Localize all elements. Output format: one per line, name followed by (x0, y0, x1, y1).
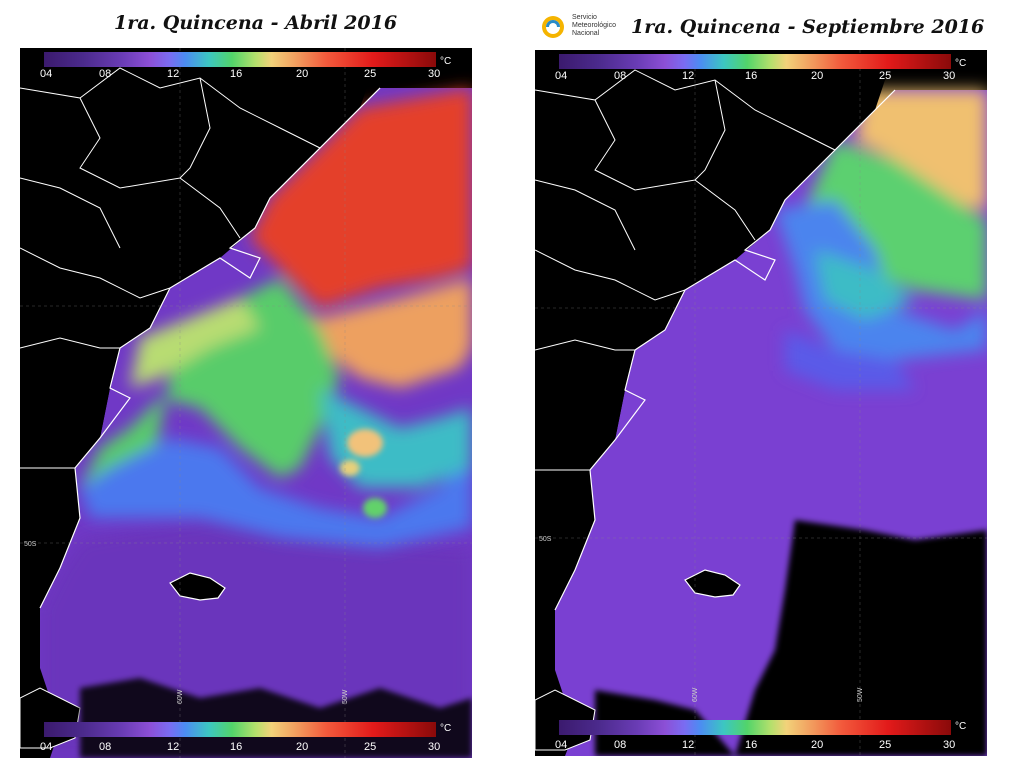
colorbar-top (559, 54, 951, 69)
tick-04: 04 (555, 70, 568, 82)
tick-25: 25 (364, 68, 377, 80)
colorbar-unit: °C (440, 723, 452, 734)
tick-16: 16 (745, 739, 758, 751)
tick-20: 20 (296, 68, 309, 80)
border-lines (535, 69, 836, 471)
tick-12: 12 (167, 741, 180, 753)
sst-map-april: 50S 60W 50W °C 04 08 12 16 20 25 30 °C 0… (20, 48, 472, 758)
tick-16: 16 (745, 70, 758, 82)
tick-25: 25 (879, 70, 892, 82)
tick-16: 16 (230, 741, 243, 753)
logo-text-line-3: Nacional (572, 30, 600, 37)
tick-08: 08 (614, 70, 627, 82)
tick-16: 16 (230, 68, 243, 80)
tick-30: 30 (428, 68, 441, 80)
tick-30: 30 (943, 70, 956, 82)
colorbar-unit: °C (440, 56, 452, 67)
colorbar-top (44, 52, 436, 67)
tick-08: 08 (99, 741, 112, 753)
logo-text: Servicio Meteorológico Nacional (572, 14, 616, 38)
border-lines (20, 67, 381, 469)
colorbar-unit: °C (955, 58, 967, 69)
colorbar-gradient (559, 54, 951, 69)
sst-map-april-image: 50S 60W 50W (20, 48, 472, 758)
tick-08: 08 (99, 68, 112, 80)
tick-12: 12 (682, 739, 695, 751)
lon-label-60w: 60W (177, 689, 184, 704)
tick-04: 04 (40, 68, 53, 80)
lon-label-50w: 50W (857, 687, 864, 702)
tick-12: 12 (167, 68, 180, 80)
colorbar-gradient (44, 722, 436, 737)
colorbar-ticks-top: 04 08 12 16 20 25 30 (40, 68, 464, 82)
colorbar-bottom (44, 722, 436, 737)
logo-text-line-2: Meteorológico (572, 22, 616, 29)
lat-label-50s: 50S (24, 541, 37, 548)
south-america-land (535, 50, 895, 756)
lon-label-60w: 60W (692, 687, 699, 702)
colorbar-bottom (559, 720, 951, 735)
tick-30: 30 (943, 739, 956, 751)
malvinas-islands (169, 572, 226, 601)
right-panel-title: 1ra. Quincena - Septiembre 2016 (631, 16, 985, 38)
left-panel-title: 1ra. Quincena - Abril 2016 (114, 12, 398, 34)
colorbar-ticks-top: 04 08 12 16 20 25 30 (555, 70, 979, 84)
tick-20: 20 (811, 739, 824, 751)
malvinas-islands (684, 569, 741, 598)
tick-25: 25 (364, 741, 377, 753)
colorbar-gradient (559, 720, 951, 735)
tick-20: 20 (296, 741, 309, 753)
sst-map-september: 50S 60W 50W °C 04 08 12 16 20 25 30 °C 0… (535, 50, 987, 756)
colorbar-unit: °C (955, 721, 967, 732)
sst-map-september-image: 50S 60W 50W (535, 50, 987, 756)
tick-25: 25 (879, 739, 892, 751)
tick-12: 12 (682, 70, 695, 82)
tick-04: 04 (40, 741, 53, 753)
colorbar-ticks-bottom: 04 08 12 16 20 25 30 (40, 741, 464, 755)
tick-20: 20 (811, 70, 824, 82)
colorbar-ticks-bottom: 04 08 12 16 20 25 30 (555, 739, 979, 753)
logo-text-line-1: Servicio (572, 14, 597, 21)
lat-label-50s: 50S (539, 536, 552, 543)
tick-30: 30 (428, 741, 441, 753)
smn-logo-icon (542, 16, 564, 38)
tick-08: 08 (614, 739, 627, 751)
lon-label-50w: 50W (342, 689, 349, 704)
tick-04: 04 (555, 739, 568, 751)
colorbar-gradient (44, 52, 436, 67)
south-america-land (20, 48, 380, 758)
